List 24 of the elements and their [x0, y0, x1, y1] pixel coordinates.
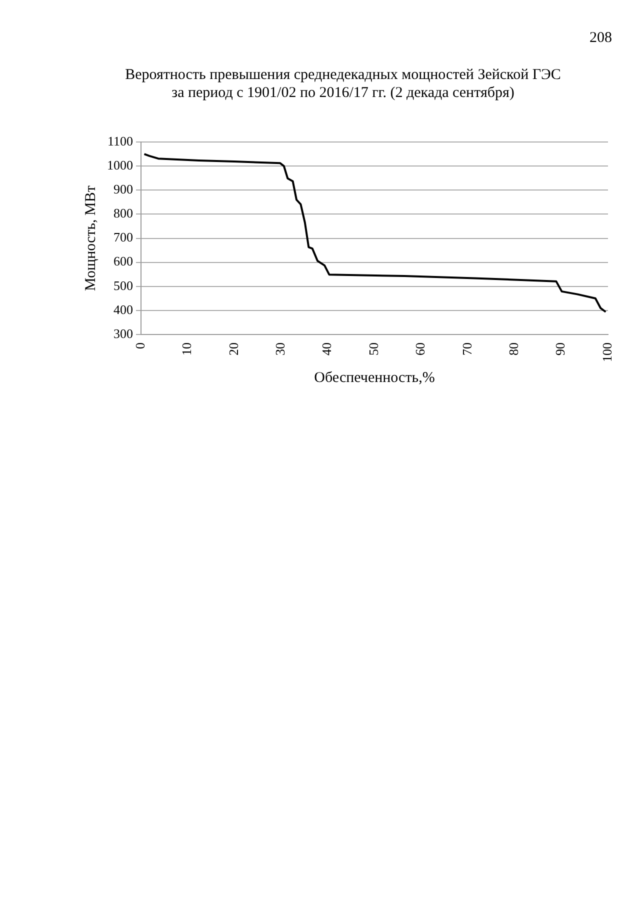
y-tick-label: 700 [114, 230, 133, 245]
x-tick-label: 80 [506, 342, 522, 356]
x-axis-title: Обеспеченность,% [314, 370, 435, 386]
y-tick-label: 900 [114, 182, 133, 197]
x-tick-label: 30 [272, 342, 288, 356]
x-tick-label: 50 [366, 342, 381, 356]
x-tick-label: 40 [319, 342, 334, 356]
x-tick-label: 0 [132, 342, 148, 349]
x-tick-label: 100 [599, 342, 614, 362]
y-tick-label: 300 [114, 326, 133, 341]
y-tick-label: 800 [114, 206, 133, 221]
x-tick-label: 20 [226, 342, 241, 356]
y-tick-label: 400 [114, 302, 133, 317]
y-tick-label: 600 [114, 254, 133, 269]
y-axis-title: Мощность, МВт [82, 185, 99, 291]
x-tick-label: 90 [552, 342, 568, 356]
text: 208 [590, 30, 612, 47]
y-tick-label: 1000 [107, 157, 133, 172]
x-tick-label: 10 [179, 342, 194, 356]
x-tick-label: 70 [459, 342, 474, 356]
x-tick-label: 60 [412, 342, 428, 356]
y-tick-label: 500 [114, 278, 133, 293]
chart-title: Вероятность превышения среднедекадных мощностей Зейской ГЭС за период с 1901/02 по 2016/17 гг. (2 декада сентября) [125, 66, 561, 101]
y-tick-label: 1100 [107, 133, 133, 148]
